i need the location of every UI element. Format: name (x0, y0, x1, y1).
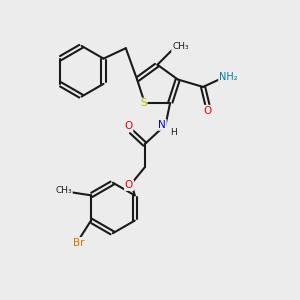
Text: NH₂: NH₂ (219, 71, 238, 82)
Text: Br: Br (73, 238, 85, 248)
Text: H: H (170, 128, 177, 137)
Text: N: N (158, 120, 166, 130)
Text: S: S (140, 98, 147, 108)
Text: O: O (203, 106, 211, 116)
Text: O: O (124, 121, 133, 131)
Text: CH₃: CH₃ (172, 42, 189, 51)
Text: CH₃: CH₃ (55, 186, 72, 195)
Text: O: O (125, 180, 133, 190)
